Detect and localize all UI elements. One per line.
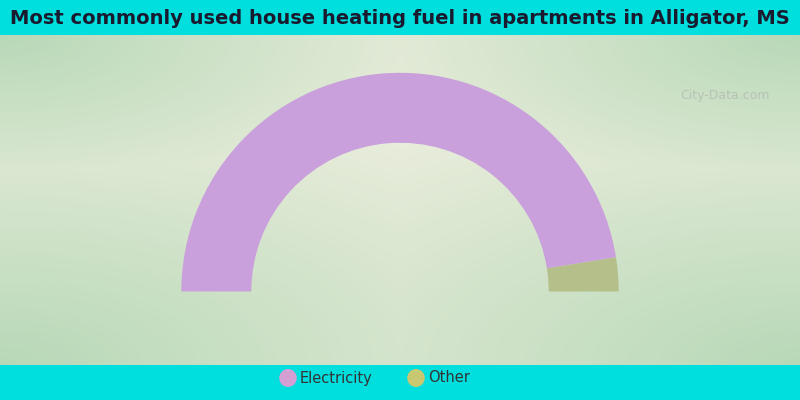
Ellipse shape — [407, 369, 425, 387]
Text: Most commonly used house heating fuel in apartments in Alligator, MS: Most commonly used house heating fuel in… — [10, 10, 790, 28]
Bar — [0, 0, 800, 35]
Text: Electricity: Electricity — [300, 370, 373, 386]
Text: City-Data.com: City-Data.com — [680, 88, 770, 102]
Wedge shape — [182, 73, 616, 292]
Ellipse shape — [279, 369, 297, 387]
Bar — [0, 365, 800, 400]
Text: Other: Other — [428, 370, 470, 386]
Wedge shape — [547, 257, 618, 292]
